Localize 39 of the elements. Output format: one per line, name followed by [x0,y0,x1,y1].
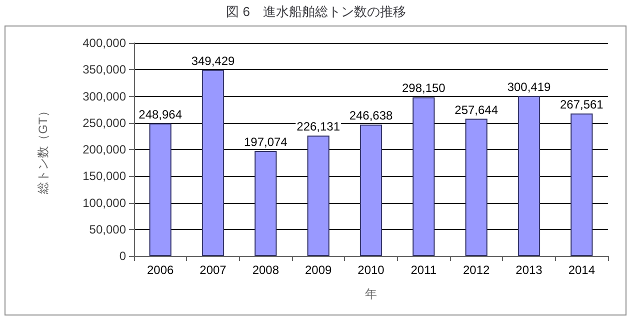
data-label: 246,638 [349,108,394,123]
y-tick-label: 250,000 [82,116,126,130]
y-tick-label: 100,000 [82,196,126,210]
y-tick-label: 400,000 [82,36,126,50]
data-label: 298,150 [402,81,446,96]
y-tick-label: 300,000 [82,89,126,104]
bar [360,124,382,256]
data-label: 226,131 [296,120,340,134]
x-tick-label: 2009 [304,263,332,277]
x-tick-label: 2010 [358,263,385,277]
y-tick-label: 0 [119,249,126,263]
bar [202,70,224,256]
data-label: 300,419 [507,80,552,94]
x-tick-label: 2007 [200,263,227,277]
x-tick-label: 2006 [146,263,174,277]
data-label: 349,429 [191,54,236,68]
data-label: 257,644 [454,102,498,117]
x-tick-label: 2013 [516,263,543,277]
x-tick-label: 2011 [410,263,437,277]
bar [254,151,277,256]
chart-title: 図 6 進水船舶総トン数の推移 [226,4,406,19]
x-axis-title: 年 [365,287,377,301]
y-tick-label: 50,000 [89,222,126,236]
bar [570,114,593,256]
y-tick-label: 200,000 [82,142,126,156]
bar [149,123,172,256]
x-tick-label: 2014 [568,263,596,277]
bar [465,118,488,256]
y-axis-title: 総トン数（GT） [36,105,50,195]
x-tick-label: 2012 [462,263,490,277]
bar [307,136,330,256]
data-label: 248,964 [138,107,182,122]
bar [518,96,540,256]
y-tick-label: 350,000 [82,62,126,77]
data-label: 267,561 [560,98,604,112]
y-tick-label: 150,000 [82,169,126,184]
x-tick-label: 2008 [252,263,280,277]
data-label: 197,074 [244,135,288,150]
bar [412,97,435,256]
